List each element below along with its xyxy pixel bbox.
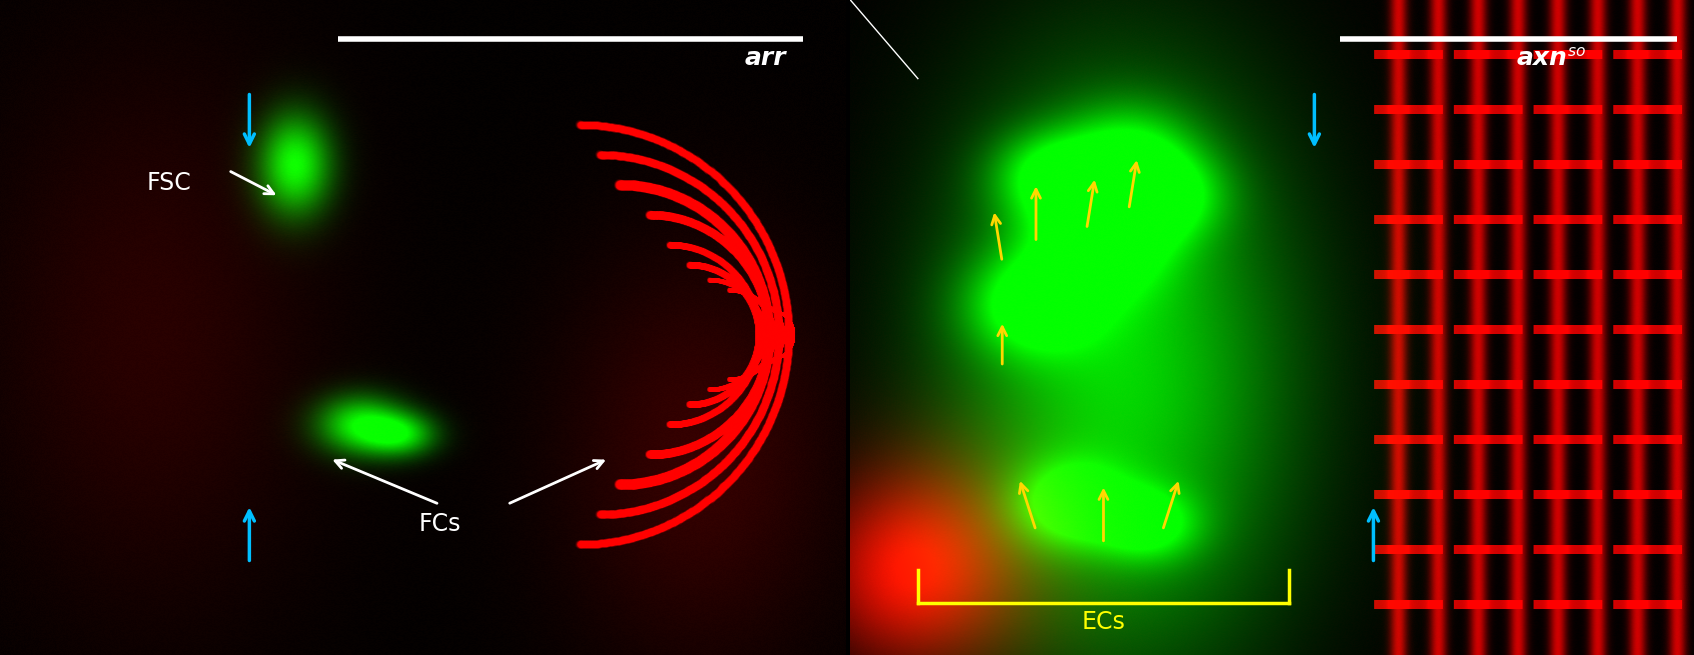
Text: FCs: FCs [418, 512, 461, 536]
Text: arr: arr [744, 46, 786, 70]
Text: $^{so}$: $^{so}$ [1567, 46, 1587, 66]
Text: axn: axn [1516, 46, 1567, 70]
Text: FSC: FSC [147, 172, 191, 195]
Text: ECs: ECs [1081, 610, 1125, 634]
